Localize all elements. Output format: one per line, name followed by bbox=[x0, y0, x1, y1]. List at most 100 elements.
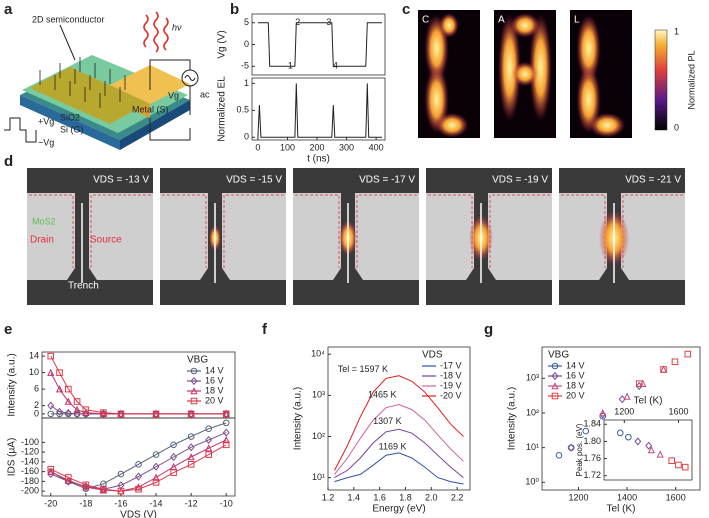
marker bbox=[64, 408, 72, 418]
x-tick-label: -18 bbox=[79, 498, 92, 508]
marker bbox=[639, 379, 647, 387]
y-tick-label: -160 bbox=[21, 466, 39, 476]
legend-label: 20 V bbox=[205, 395, 224, 405]
marker bbox=[117, 487, 125, 495]
marker bbox=[567, 444, 575, 451]
marker bbox=[56, 369, 63, 376]
y-tick-label: -140 bbox=[21, 456, 39, 466]
outline bbox=[295, 194, 417, 268]
legend-label: 14 V bbox=[205, 365, 224, 375]
marker bbox=[82, 406, 90, 414]
source-label: Source bbox=[90, 235, 122, 246]
marker bbox=[675, 461, 682, 469]
y-tick-label: -120 bbox=[21, 447, 39, 457]
marker bbox=[152, 462, 160, 471]
diagram-label: Si (G) bbox=[60, 124, 84, 134]
marker bbox=[684, 350, 692, 358]
legend-title: VDS bbox=[422, 350, 443, 361]
marker bbox=[190, 367, 198, 375]
y-tick-label: 10¹ bbox=[312, 472, 325, 482]
y-tick-label: 6 bbox=[34, 384, 39, 394]
outline bbox=[162, 194, 284, 268]
letter-label: A bbox=[498, 15, 505, 26]
electrode bbox=[559, 193, 607, 280]
pl-spot bbox=[576, 14, 601, 83]
marker bbox=[99, 486, 108, 494]
diagram-label: +Vg bbox=[38, 116, 54, 126]
colorbar-tick: 1 bbox=[674, 26, 679, 36]
annotation: Tel = 1597 K bbox=[338, 364, 388, 374]
y-tick-label: 0 bbox=[34, 408, 39, 418]
colorbar-tick: 0 bbox=[674, 122, 679, 132]
marker bbox=[64, 397, 72, 405]
marker bbox=[681, 463, 689, 471]
electrode bbox=[27, 193, 75, 280]
pl-spot bbox=[439, 13, 459, 38]
voltage-label: VDS = -15 V bbox=[226, 175, 282, 186]
marker bbox=[187, 461, 195, 468]
outline bbox=[29, 194, 151, 268]
marker bbox=[205, 435, 213, 445]
marker bbox=[660, 366, 667, 373]
legend-label: 14 V bbox=[566, 360, 585, 370]
annotation: 2 bbox=[295, 17, 300, 27]
series-line bbox=[50, 439, 227, 492]
diagram-label: hν bbox=[172, 22, 182, 32]
marker bbox=[205, 451, 212, 458]
y-tick-label: 1.72 bbox=[583, 470, 601, 480]
plot-frame bbox=[541, 346, 701, 491]
x-axis-label: Tel (K) bbox=[634, 396, 663, 407]
pl-spot bbox=[512, 61, 538, 87]
marker bbox=[551, 382, 559, 390]
x-tick-label: 1.6 bbox=[373, 492, 386, 502]
y-axis-label: Normalized EL bbox=[217, 76, 228, 142]
marker bbox=[551, 371, 559, 381]
panel-label: f bbox=[262, 321, 268, 338]
series-line bbox=[334, 428, 464, 479]
voltage-label: VDS = -17 V bbox=[359, 175, 415, 186]
marker bbox=[152, 473, 160, 481]
annotation: 1307 K bbox=[373, 416, 402, 426]
marker bbox=[135, 472, 142, 481]
y-tick-label: -100 bbox=[21, 437, 39, 447]
marker bbox=[187, 433, 195, 440]
electrode bbox=[160, 193, 208, 280]
marker bbox=[647, 446, 655, 454]
x-tick-label: 1200 bbox=[614, 406, 634, 416]
electrode bbox=[89, 193, 153, 280]
marker bbox=[73, 398, 81, 405]
marker bbox=[582, 427, 590, 435]
plot-frame bbox=[603, 419, 693, 481]
colorbar-label: Normalized PL bbox=[686, 50, 696, 109]
y-tick-label: 10³ bbox=[312, 390, 325, 400]
series-line bbox=[257, 83, 382, 138]
marker bbox=[205, 444, 213, 452]
y-axis-label: Intensity (a.u.) bbox=[293, 387, 304, 450]
marker bbox=[82, 481, 90, 489]
pl-spot bbox=[498, 13, 521, 122]
pl-spot bbox=[589, 112, 625, 138]
marker bbox=[190, 397, 198, 405]
electrode bbox=[355, 193, 419, 280]
marker bbox=[222, 441, 230, 449]
voltage-label: VDS = -13 V bbox=[93, 175, 149, 186]
panel-label: a bbox=[4, 1, 13, 18]
pl-spot bbox=[510, 13, 540, 38]
x-tick-label: 400 bbox=[369, 142, 384, 152]
x-axis-label: VDS (V) bbox=[120, 510, 157, 518]
pl-spot bbox=[529, 13, 552, 122]
marker bbox=[47, 410, 55, 418]
pl-spot bbox=[435, 112, 469, 138]
x-tick-label: 200 bbox=[310, 142, 325, 152]
marker bbox=[47, 352, 55, 360]
marker bbox=[170, 441, 177, 449]
y-tick-label: 1.76 bbox=[583, 453, 601, 463]
marker bbox=[625, 433, 632, 441]
x-tick-label: 1.2 bbox=[322, 492, 335, 502]
marker bbox=[222, 436, 230, 444]
x-tick-label: -16 bbox=[114, 498, 127, 508]
marker bbox=[551, 362, 559, 370]
panel-label: b bbox=[230, 1, 239, 18]
electrode bbox=[488, 193, 552, 280]
panel-label: c bbox=[402, 1, 410, 18]
